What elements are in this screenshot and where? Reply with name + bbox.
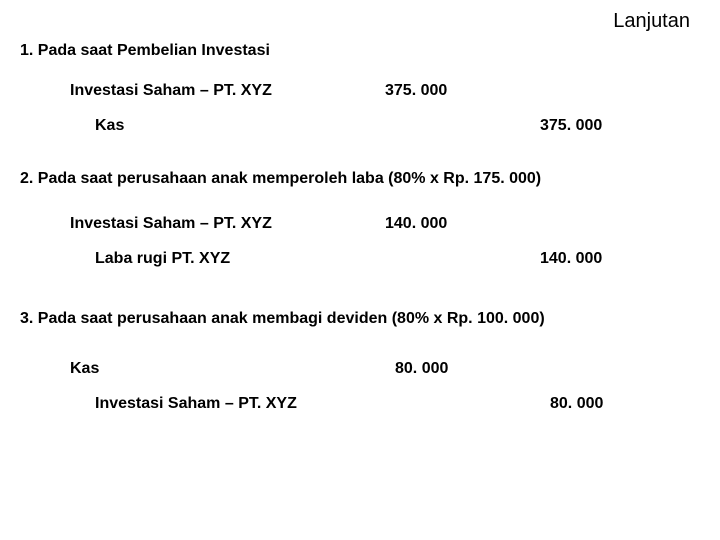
slide: Lanjutan 1. Pada saat Pembelian Investas… [0,0,720,540]
debit-amount: 80. 000 [395,360,448,378]
account-name: Kas [95,117,124,135]
section-heading: 3. Pada saat perusahaan anak membagi dev… [20,310,545,328]
credit-amount: 140. 000 [540,250,602,268]
account-name: Investasi Saham – PT. XYZ [95,395,297,413]
account-name: Laba rugi PT. XYZ [95,250,230,268]
account-name: Kas [70,360,99,378]
page-title: Lanjutan [613,10,690,33]
credit-amount: 80. 000 [550,395,603,413]
section-heading: 1. Pada saat Pembelian Investasi [20,42,270,60]
debit-amount: 375. 000 [385,82,447,100]
debit-amount: 140. 000 [385,215,447,233]
account-name: Investasi Saham – PT. XYZ [70,215,272,233]
credit-amount: 375. 000 [540,117,602,135]
account-name: Investasi Saham – PT. XYZ [70,82,272,100]
section-heading: 2. Pada saat perusahaan anak memperoleh … [20,170,541,188]
